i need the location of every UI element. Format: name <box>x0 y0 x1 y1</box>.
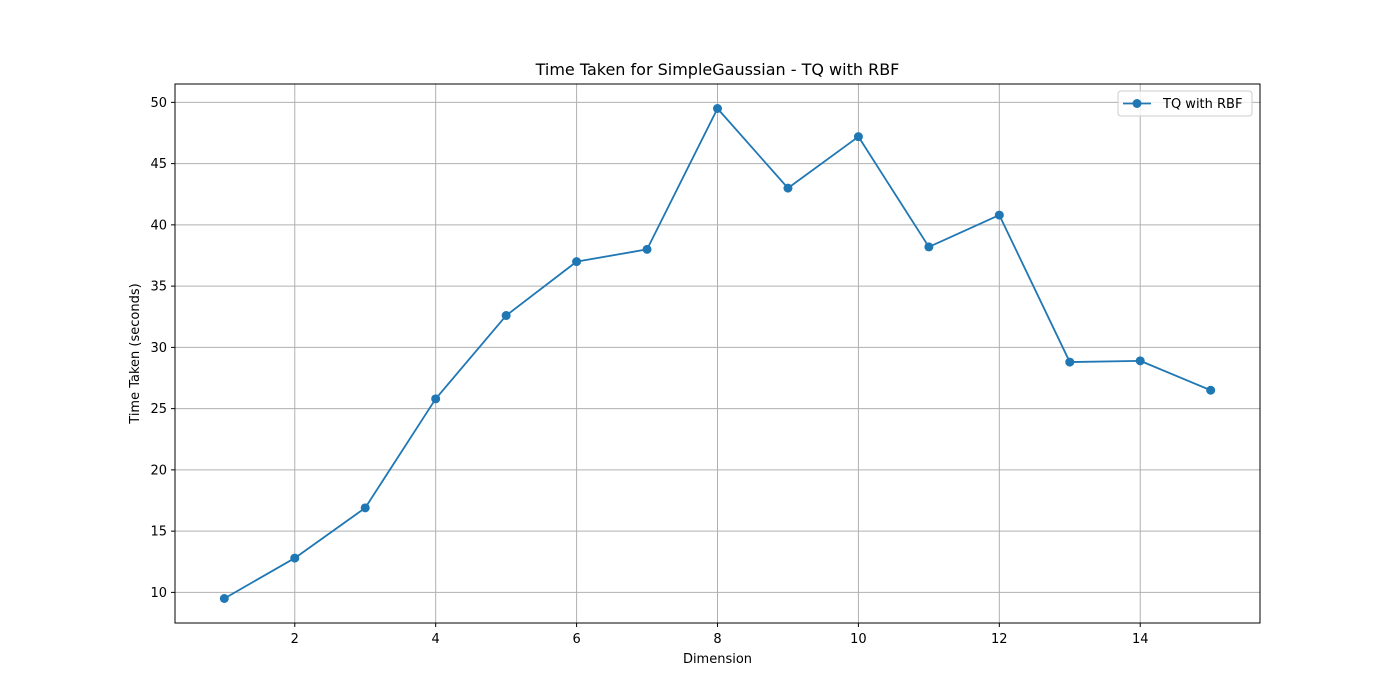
axis-ticks: 2 4 6 8 10 12 14 10 15 20 25 30 35 40 45 50 <box>150 96 1148 647</box>
y-tick-label: 35 <box>150 280 167 295</box>
y-axis-label: Time Taken (seconds) <box>128 283 143 424</box>
data-point <box>853 132 863 142</box>
y-tick-label: 40 <box>150 218 167 233</box>
legend-marker-swatch <box>1132 99 1142 108</box>
data-point <box>360 503 370 513</box>
data-point <box>572 257 582 267</box>
y-tick-label: 45 <box>150 157 167 172</box>
data-point <box>1065 357 1075 367</box>
data-point <box>431 394 441 404</box>
x-tick-label: 4 <box>432 632 440 647</box>
x-tick-label: 14 <box>1132 632 1149 647</box>
x-tick-label: 2 <box>291 632 299 647</box>
data-point <box>783 183 793 193</box>
y-tick-label: 50 <box>150 96 167 111</box>
y-tick-label: 25 <box>150 402 167 417</box>
data-point <box>642 244 652 254</box>
y-tick-label: 20 <box>150 463 167 478</box>
chart-title: Time Taken for SimpleGaussian - TQ with … <box>535 60 900 79</box>
y-tick-label: 30 <box>150 341 167 356</box>
data-point <box>924 242 934 252</box>
x-tick-label: 8 <box>713 632 721 647</box>
grid <box>175 84 1260 623</box>
legend: TQ with RBF <box>1117 90 1253 117</box>
x-tick-label: 10 <box>850 632 867 647</box>
series-layer <box>219 104 1216 603</box>
data-point <box>1135 356 1145 366</box>
y-tick-label: 10 <box>150 586 167 601</box>
data-point <box>713 104 722 113</box>
x-tick-label: 12 <box>991 632 1008 647</box>
x-tick-label: 6 <box>572 632 580 647</box>
data-point <box>501 311 511 321</box>
data-point <box>994 210 1004 220</box>
legend-label: TQ with RBF <box>1162 97 1242 112</box>
legend-box <box>1117 90 1253 117</box>
data-point <box>290 553 300 563</box>
x-axis-label: Dimension <box>683 652 752 667</box>
data-point <box>1206 385 1216 395</box>
y-tick-label: 15 <box>150 525 167 540</box>
data-point <box>219 594 229 603</box>
